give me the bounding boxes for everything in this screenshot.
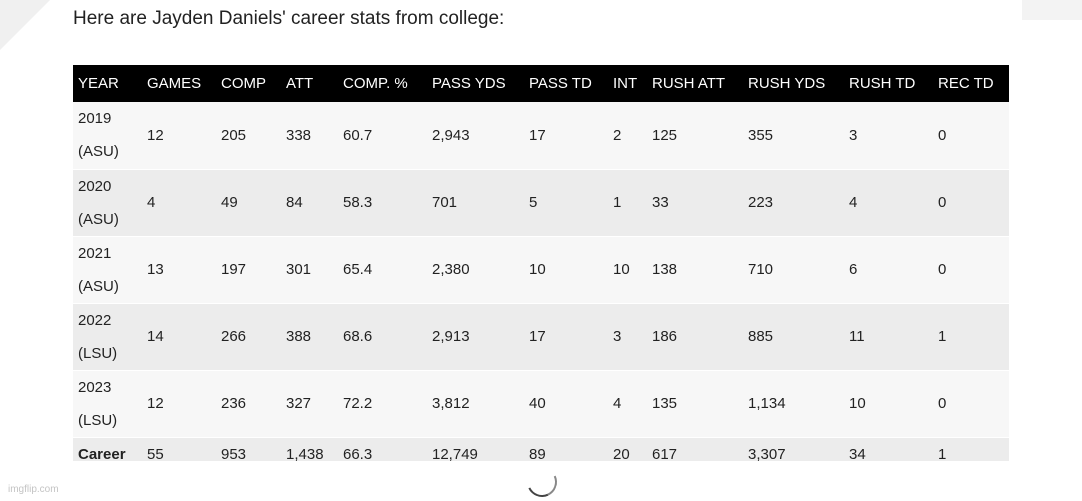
intro-text: Here are Jayden Daniels' career stats fr… xyxy=(73,8,505,29)
stat-cell: 135 xyxy=(647,370,743,438)
header-pass-yds: PASS YDS xyxy=(427,65,524,102)
stat-cell: 0 xyxy=(933,236,1009,304)
year-label: 2019 xyxy=(78,110,112,128)
stat-cell: 327 xyxy=(281,370,338,438)
stat-cell: 17 xyxy=(524,102,608,170)
career-stats-table: YEAR GAMES COMP ATT COMP. % PASS YDS PAS… xyxy=(73,65,1009,478)
stat-cell: 186 xyxy=(647,303,743,371)
stat-cell: 301 xyxy=(281,236,338,304)
year-label: 2023 xyxy=(78,378,112,396)
year-label: 2021 xyxy=(78,244,112,262)
stat-cell: 68.6 xyxy=(338,303,427,371)
header-att: ATT xyxy=(281,65,338,102)
table-row: 2022 (LSU) 14 266 388 68.6 2,913 17 3 18… xyxy=(73,303,1009,371)
stat-cell: 0 xyxy=(933,102,1009,170)
header-rush-td: RUSH TD xyxy=(844,65,933,102)
stat-cell: 40 xyxy=(524,370,608,438)
header-pass-td: PASS TD xyxy=(524,65,608,102)
school-label: (ASU) xyxy=(78,143,119,161)
stat-cell: 0 xyxy=(933,169,1009,237)
stat-cell: 10 xyxy=(844,370,933,438)
corner-shade-right xyxy=(1022,0,1082,20)
stat-cell: 710 xyxy=(743,236,844,304)
table-header-row: YEAR GAMES COMP ATT COMP. % PASS YDS PAS… xyxy=(73,65,1009,102)
header-int: INT xyxy=(608,65,647,102)
stat-cell: 885 xyxy=(743,303,844,371)
stat-cell: 138 xyxy=(647,236,743,304)
school-label: (LSU) xyxy=(78,411,118,429)
table-row: 2023 (LSU) 12 236 327 72.2 3,812 40 4 13… xyxy=(73,370,1009,438)
stat-cell: 4 xyxy=(142,169,216,237)
stat-cell: 338 xyxy=(281,102,338,170)
year-cell: 2020 (ASU) xyxy=(73,169,142,237)
stat-cell: 14 xyxy=(142,303,216,371)
header-year: YEAR xyxy=(73,65,142,102)
stat-cell: 2,913 xyxy=(427,303,524,371)
stat-cell: 2,943 xyxy=(427,102,524,170)
stat-cell: 266 xyxy=(216,303,281,371)
stat-cell: 2,380 xyxy=(427,236,524,304)
header-rush-yds: RUSH YDS xyxy=(743,65,844,102)
stat-cell: 84 xyxy=(281,169,338,237)
stat-cell: 6 xyxy=(844,236,933,304)
stat-cell: 0 xyxy=(933,370,1009,438)
year-cell: 2022 (LSU) xyxy=(73,303,142,371)
table-row: 2020 (ASU) 4 49 84 58.3 701 5 1 33 223 4… xyxy=(73,169,1009,237)
header-comp-pct: COMP. % xyxy=(338,65,427,102)
stat-cell: 58.3 xyxy=(338,169,427,237)
stat-cell: 12 xyxy=(142,370,216,438)
stat-cell: 4 xyxy=(844,169,933,237)
school-label: (LSU) xyxy=(78,344,118,362)
stat-cell: 2 xyxy=(608,102,647,170)
stat-cell: 236 xyxy=(216,370,281,438)
stat-cell: 60.7 xyxy=(338,102,427,170)
year-cell: 2023 (LSU) xyxy=(73,370,142,438)
stat-cell: 1,134 xyxy=(743,370,844,438)
stat-cell: 13 xyxy=(142,236,216,304)
stat-cell: 701 xyxy=(427,169,524,237)
stat-cell: 3,812 xyxy=(427,370,524,438)
stat-cell: 1 xyxy=(933,303,1009,371)
year-label: 2022 xyxy=(78,311,112,329)
year-cell: 2019 (ASU) xyxy=(73,102,142,170)
table-row: 2021 (ASU) 13 197 301 65.4 2,380 10 10 1… xyxy=(73,236,1009,304)
corner-shade xyxy=(0,0,50,50)
stat-cell: 4 xyxy=(608,370,647,438)
stat-cell: 33 xyxy=(647,169,743,237)
stat-cell: 223 xyxy=(743,169,844,237)
stat-cell: 1 xyxy=(608,169,647,237)
stat-cell: 11 xyxy=(844,303,933,371)
header-rec-td: REC TD xyxy=(933,65,1009,102)
header-comp: COMP xyxy=(216,65,281,102)
stat-cell: 72.2 xyxy=(338,370,427,438)
stat-cell: 5 xyxy=(524,169,608,237)
watermark: imgflip.com xyxy=(8,484,59,495)
header-rush-att: RUSH ATT xyxy=(647,65,743,102)
table-row: 2019 (ASU) 12 205 338 60.7 2,943 17 2 12… xyxy=(73,102,1009,170)
stat-cell: 49 xyxy=(216,169,281,237)
school-label: (ASU) xyxy=(78,210,119,228)
stat-cell: 3 xyxy=(608,303,647,371)
year-label: 2020 xyxy=(78,177,112,195)
stat-cell: 197 xyxy=(216,236,281,304)
stat-cell: 3 xyxy=(844,102,933,170)
stat-cell: 17 xyxy=(524,303,608,371)
stat-cell: 388 xyxy=(281,303,338,371)
stat-cell: 355 xyxy=(743,102,844,170)
stat-cell: 205 xyxy=(216,102,281,170)
bottom-overlay xyxy=(0,461,1082,499)
stat-cell: 10 xyxy=(608,236,647,304)
school-label: (ASU) xyxy=(78,277,119,295)
year-cell: 2021 (ASU) xyxy=(73,236,142,304)
stat-cell: 10 xyxy=(524,236,608,304)
stat-cell: 125 xyxy=(647,102,743,170)
stat-cell: 12 xyxy=(142,102,216,170)
header-games: GAMES xyxy=(142,65,216,102)
stat-cell: 65.4 xyxy=(338,236,427,304)
